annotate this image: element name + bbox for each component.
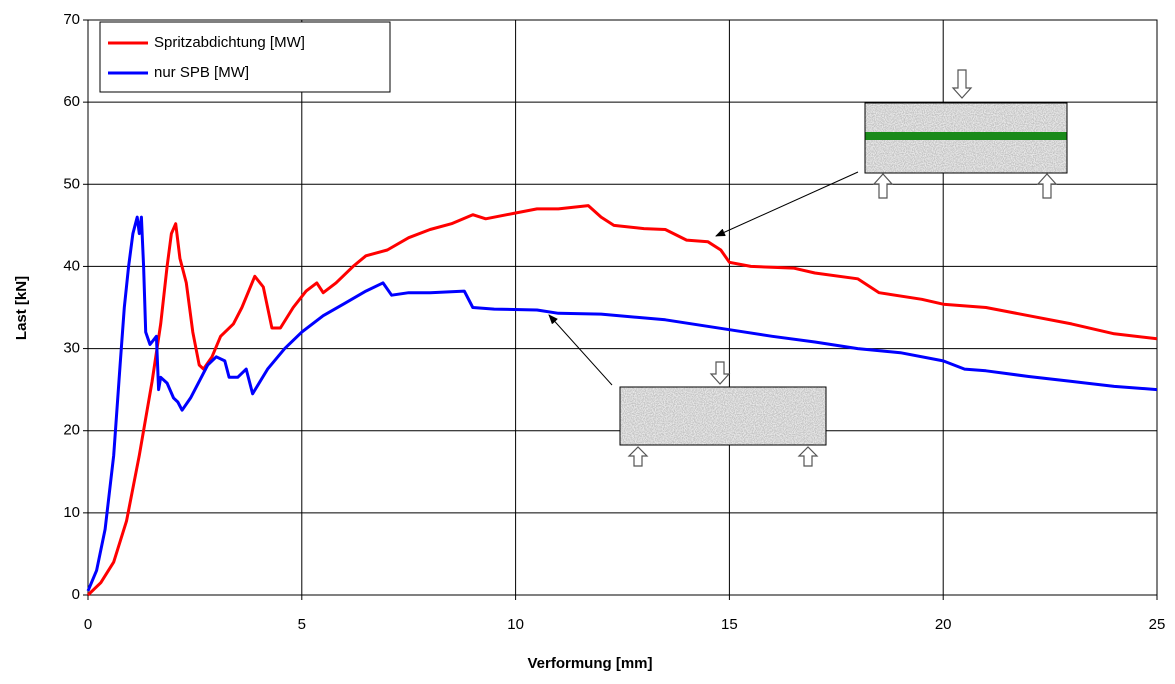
x-tick-label: 0 — [84, 616, 92, 633]
legend-box — [99, 21, 391, 93]
legend: Spritzabdichtung [MW] nur SPB [MW] — [99, 21, 391, 93]
y-tick-label: 60 — [63, 93, 80, 110]
x-axis-title: Verformung [mm] — [527, 655, 652, 672]
y-tick-label: 0 — [72, 586, 80, 603]
x-tick-label: 10 — [507, 616, 524, 633]
y-tick-label: 30 — [63, 340, 80, 357]
inset-lower — [548, 314, 827, 467]
x-tick-label: 25 — [1149, 616, 1166, 633]
inset-upper — [715, 69, 1068, 237]
y-tick-label: 10 — [63, 504, 80, 521]
data-line — [86, 204, 1158, 597]
x-tick-label: 20 — [935, 616, 952, 633]
y-tick-label: 50 — [63, 175, 80, 192]
plot-frame — [87, 19, 1158, 596]
x-tick-label: 5 — [298, 616, 306, 633]
y-tick-label: 20 — [63, 422, 80, 439]
data-line — [86, 215, 1158, 592]
legend-label: nur SPB [MW] — [154, 64, 249, 81]
y-tick-label: 40 — [63, 257, 80, 274]
y-axis-title: Last [kN] — [13, 276, 30, 340]
x-tick-label: 15 — [721, 616, 738, 633]
legend-label: Spritzabdichtung [MW] — [154, 34, 305, 51]
y-tick-label: 70 — [63, 11, 80, 28]
